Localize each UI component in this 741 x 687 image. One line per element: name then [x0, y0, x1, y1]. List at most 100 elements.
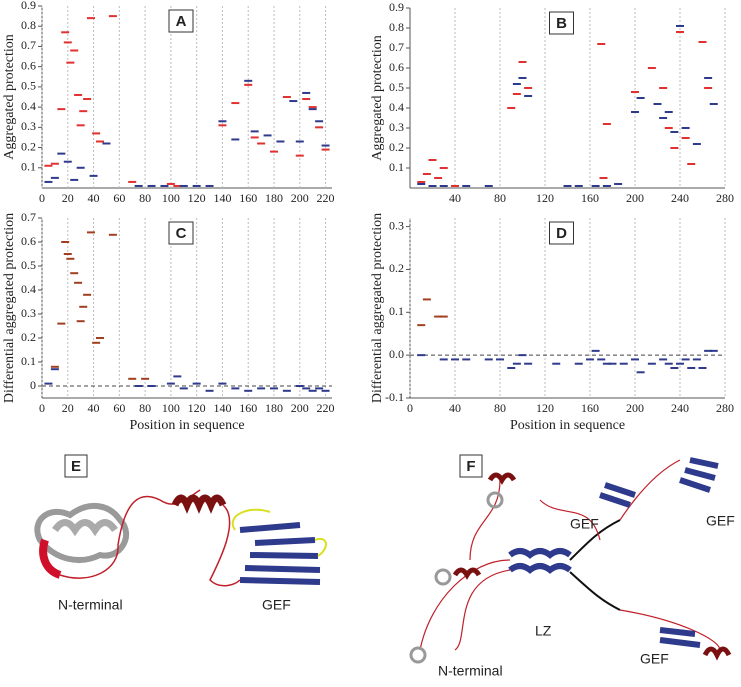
x-tick-label: 80 — [139, 191, 151, 205]
x-tick-label: 220 — [317, 191, 335, 205]
y-tick-label: 0.3 — [21, 119, 36, 133]
x-tick-label: 80 — [494, 401, 506, 415]
x-tick-label: 40 — [449, 401, 461, 415]
y-tick-label: 0.6 — [389, 60, 404, 74]
loop — [231, 508, 327, 557]
x-tick-label: 100 — [162, 401, 180, 415]
helix — [486, 491, 504, 509]
x-tick-label: 100 — [162, 191, 180, 205]
x-tick-label: 280 — [716, 401, 734, 415]
x-tick-label: 140 — [213, 401, 231, 415]
beta-sheet — [239, 522, 321, 585]
x-tick-label: 0 — [39, 191, 45, 205]
y-tick-label: 0.2 — [389, 261, 404, 275]
y-tick-label: 0.8 — [389, 20, 404, 34]
y-tick-label: 0.0 — [389, 347, 404, 361]
y-tick-label: 0.4 — [389, 100, 404, 114]
panel-label-box — [168, 221, 194, 245]
x-tick-label: 40 — [88, 191, 100, 205]
y-tick-label: 0.2 — [389, 140, 404, 154]
loop — [209, 504, 241, 587]
y-tick-label: 0.3 — [21, 306, 36, 320]
panel-label-box — [459, 454, 483, 478]
x-tick-label: 0 — [39, 401, 45, 415]
y-tick-label: 0.1 — [21, 160, 36, 174]
y-tick-label: 0.4 — [21, 282, 36, 296]
x-tick-label: 120 — [536, 401, 554, 415]
x-tick-label: 200 — [291, 191, 309, 205]
y-tick-label: 0.7 — [21, 210, 36, 224]
x-axis-label: Position in sequence — [510, 418, 625, 433]
chart-panel: 0 20 40 60 80 100 120 140 160 180 200 220 0 0.1 0.2 0.3… — [2, 210, 334, 433]
panel-label-box — [168, 9, 194, 33]
x-tick-label: 180 — [265, 191, 283, 205]
annotation: LZ — [535, 623, 552, 639]
y-tick-label: 0.7 — [389, 40, 404, 54]
helix — [34, 503, 129, 563]
x-tick-label: 200 — [626, 401, 644, 415]
annotation: N-terminal — [58, 597, 123, 613]
x-tick-label: 20 — [62, 191, 74, 205]
y-axis-label: Differential aggregated protection — [2, 213, 17, 403]
y-tick-label: 0.5 — [389, 80, 404, 94]
y-tick-label: 0.5 — [21, 79, 36, 93]
beta-sheet — [599, 457, 719, 648]
x-tick-label: 120 — [536, 191, 554, 205]
y-tick-label: 0.5 — [21, 258, 36, 272]
x-tick-label: 80 — [494, 191, 506, 205]
x-tick-label: 220 — [317, 401, 335, 415]
helix — [434, 568, 452, 586]
x-tick-label: 160 — [581, 191, 599, 205]
x-tick-label: 80 — [139, 401, 151, 415]
y-tick-label: 0.9 — [389, 0, 404, 14]
x-tick-label: 160 — [581, 401, 599, 415]
chart-panel: 0 20 40 60 80 100 120 140 160 180 200 220 0.1 0.2 0.3 0… — [2, 0, 334, 205]
annotation: GEF — [262, 597, 291, 613]
x-tick-label: 120 — [188, 401, 206, 415]
helix — [39, 538, 62, 579]
panel-label: A — [176, 13, 187, 30]
panel-label: C — [176, 225, 187, 242]
x-tick-label: 160 — [239, 401, 257, 415]
panel-label: E — [71, 458, 81, 475]
x-tick-label: 140 — [213, 191, 231, 205]
x-tick-label: 240 — [671, 191, 689, 205]
x-tick-label: 120 — [188, 191, 206, 205]
y-tick-label: -0.1 — [385, 390, 404, 404]
panel-label-box — [549, 221, 574, 245]
x-tick-label: 280 — [716, 191, 734, 205]
y-tick-label: 0.2 — [21, 139, 36, 153]
x-tick-label: 40 — [88, 401, 100, 415]
y-tick-label: 0.9 — [21, 0, 36, 12]
x-tick-label: 20 — [62, 401, 74, 415]
y-tick-label: 0.6 — [21, 234, 36, 248]
coiled-coil — [508, 548, 572, 574]
x-tick-label: 40 — [449, 191, 461, 205]
y-tick-label: 0.4 — [21, 99, 36, 113]
y-tick-label: 0.1 — [21, 354, 36, 368]
helix — [452, 472, 732, 661]
y-tick-label: 0.1 — [389, 304, 404, 318]
x-tick-label: 160 — [239, 191, 257, 205]
x-tick-label: 200 — [291, 401, 309, 415]
x-tick-label: 180 — [265, 401, 283, 415]
structure-f: F GEF GEF LZ N-terminal GEF — [409, 454, 735, 679]
loop — [419, 459, 721, 651]
panel-label: D — [556, 225, 567, 242]
y-axis-label: Differential aggregated protection — [370, 213, 385, 403]
y-tick-label: 0.3 — [389, 218, 404, 232]
panel-label: F — [466, 458, 475, 475]
panel-label-box — [64, 454, 88, 478]
y-axis-label: Aggregated protection — [2, 34, 17, 160]
y-tick-label: 0.2 — [21, 330, 36, 344]
x-tick-label: 60 — [113, 401, 125, 415]
annotation: N-terminal — [438, 663, 503, 679]
annotation: GEF — [640, 651, 669, 667]
chart-panel: 0 40 80 120 160 200 240 280 -0.1 0.0 0.1 0.2 0.3 D Dif… — [370, 213, 734, 433]
structure-e: E N-terminal GEF — [34, 454, 327, 613]
annotation: GEF — [706, 513, 735, 529]
annotation: GEF — [570, 516, 599, 532]
y-tick-label: 0.6 — [21, 58, 36, 72]
y-axis-label: Aggregated protection — [370, 35, 385, 161]
